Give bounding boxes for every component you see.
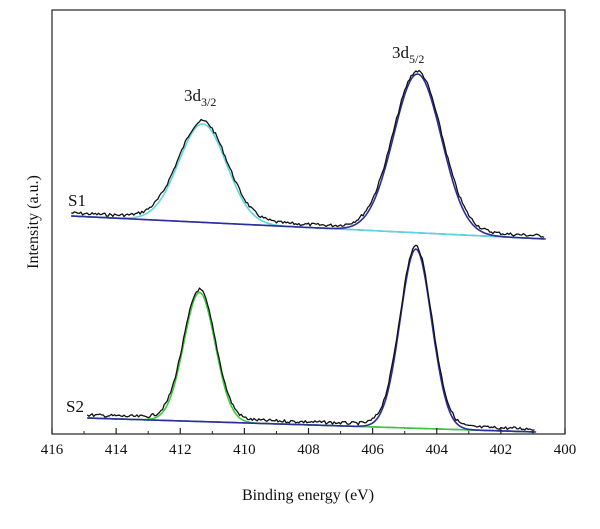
panel-s2-measured-spectrum: [86, 244, 535, 431]
peak-annotation-3d52: 3d5/2: [392, 43, 424, 66]
panel-s1-fit-3d52: [71, 73, 545, 240]
panel-s2-fit-3d52: [87, 248, 535, 433]
peak-annotation-3d52-sub: 5/2: [409, 52, 424, 66]
x-tick-label-410: 410: [233, 442, 256, 458]
x-tick-label-412: 412: [169, 442, 192, 458]
y-axis-title: Intensity (a.u.): [25, 175, 42, 269]
series-label-s2: S2: [66, 397, 84, 416]
plot-area: [71, 69, 546, 433]
x-tick-label-414: 414: [105, 442, 128, 458]
x-tick-label-402: 402: [490, 442, 513, 458]
plot-frame: [51, 9, 566, 435]
x-tick-label-404: 404: [426, 442, 449, 458]
x-tick-label-416: 416: [41, 442, 64, 458]
x-tick-label-406: 406: [361, 442, 384, 458]
peak-annotation-3d52-main: 3d: [392, 43, 410, 62]
x-tick-label-408: 408: [297, 442, 320, 458]
peak-annotation-3d32: 3d3/2: [184, 86, 216, 109]
panel-s2-fit-3d32: [87, 291, 535, 433]
x-axis-title: Binding energy (eV): [242, 487, 374, 504]
peak-annotation-3d32-sub: 3/2: [201, 95, 216, 109]
peak-annotation-3d32-main: 3d: [184, 86, 202, 105]
series-label-s1: S1: [68, 191, 86, 210]
panel-s1-measured-spectrum: [71, 69, 545, 238]
x-ticks: 416 414 412 410 408 406 404 402 400: [41, 428, 577, 458]
axes: [51, 9, 566, 435]
x-tick-label-400: 400: [554, 442, 577, 458]
